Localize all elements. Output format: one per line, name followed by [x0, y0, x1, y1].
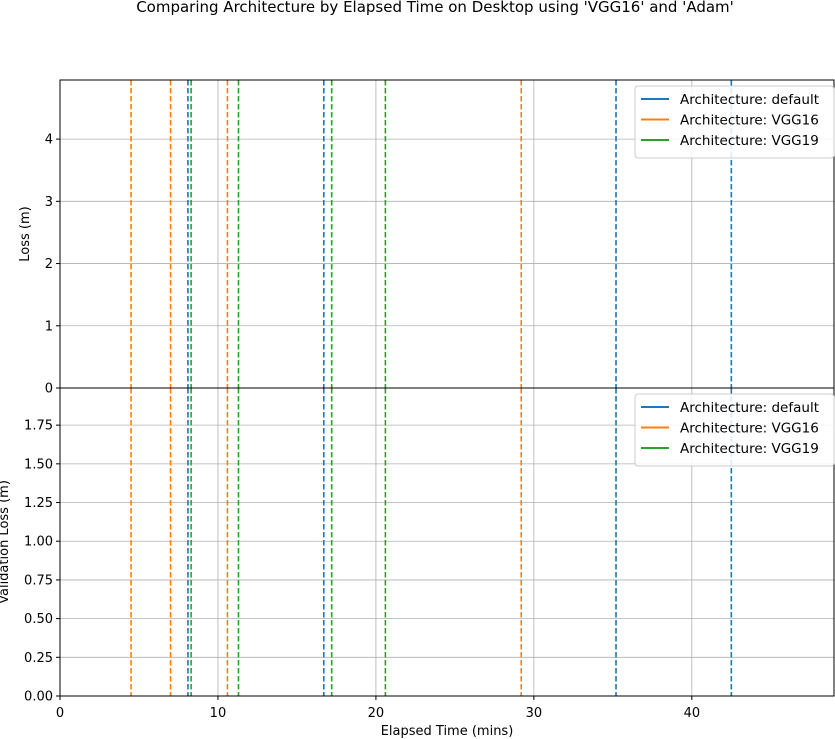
y-tick-label: 1.25 [24, 496, 53, 511]
legend: Architecture: default Architecture: VGG16… [634, 393, 835, 467]
x-axis-label: Elapsed Time (mins) [381, 724, 514, 739]
y-axis-label: Validation Loss (m) [0, 480, 12, 604]
y-tick-label: 3 [45, 195, 53, 210]
y-tick-label: 1.00 [24, 535, 53, 550]
x-tick-label: 30 [526, 706, 543, 721]
x-tick-label: 10 [210, 706, 227, 721]
y-tick-label: 1 [45, 319, 53, 334]
y-tick-label: 0.75 [24, 573, 53, 588]
axes-frame [59, 387, 835, 697]
legend-box [634, 393, 835, 467]
y-tick-label: 1.50 [24, 457, 53, 472]
y-tick-label: 0.50 [24, 612, 53, 627]
chart-title: Comparing Architecture by Elapsed Time o… [136, 0, 734, 16]
x-axis: 0 10 20 30 40 [56, 696, 700, 721]
x-tick-label: 40 [684, 706, 701, 721]
legend-label: Architecture: VGG19 [680, 441, 819, 457]
legend: Architecture: default Architecture: VGG16… [634, 85, 835, 159]
legend-label: Architecture: VGG16 [680, 421, 819, 437]
legend-label: Architecture: VGG16 [680, 113, 819, 129]
legend-label: Architecture: default [680, 400, 819, 416]
y-tick-label: 0.00 [24, 690, 53, 705]
y-tick-label: 0.25 [24, 651, 53, 666]
legend-label: Architecture: default [680, 92, 819, 108]
x-tick-label: 20 [368, 706, 385, 721]
legend-box [634, 85, 835, 159]
y-axis-label: Loss (m) [18, 206, 33, 261]
legend-label: Architecture: VGG19 [680, 133, 819, 149]
subplot-2: 0.00 0.25 0.50 0.75 1.00 1.25 1.50 1.75 Validati… [0, 387, 835, 705]
y-tick-label: 1.75 [24, 419, 53, 434]
y-tick-label: 0 [45, 382, 53, 397]
y-tick-label: 2 [45, 257, 53, 272]
y-tick-label: 4 [45, 133, 53, 148]
x-tick-label: 0 [56, 706, 64, 721]
